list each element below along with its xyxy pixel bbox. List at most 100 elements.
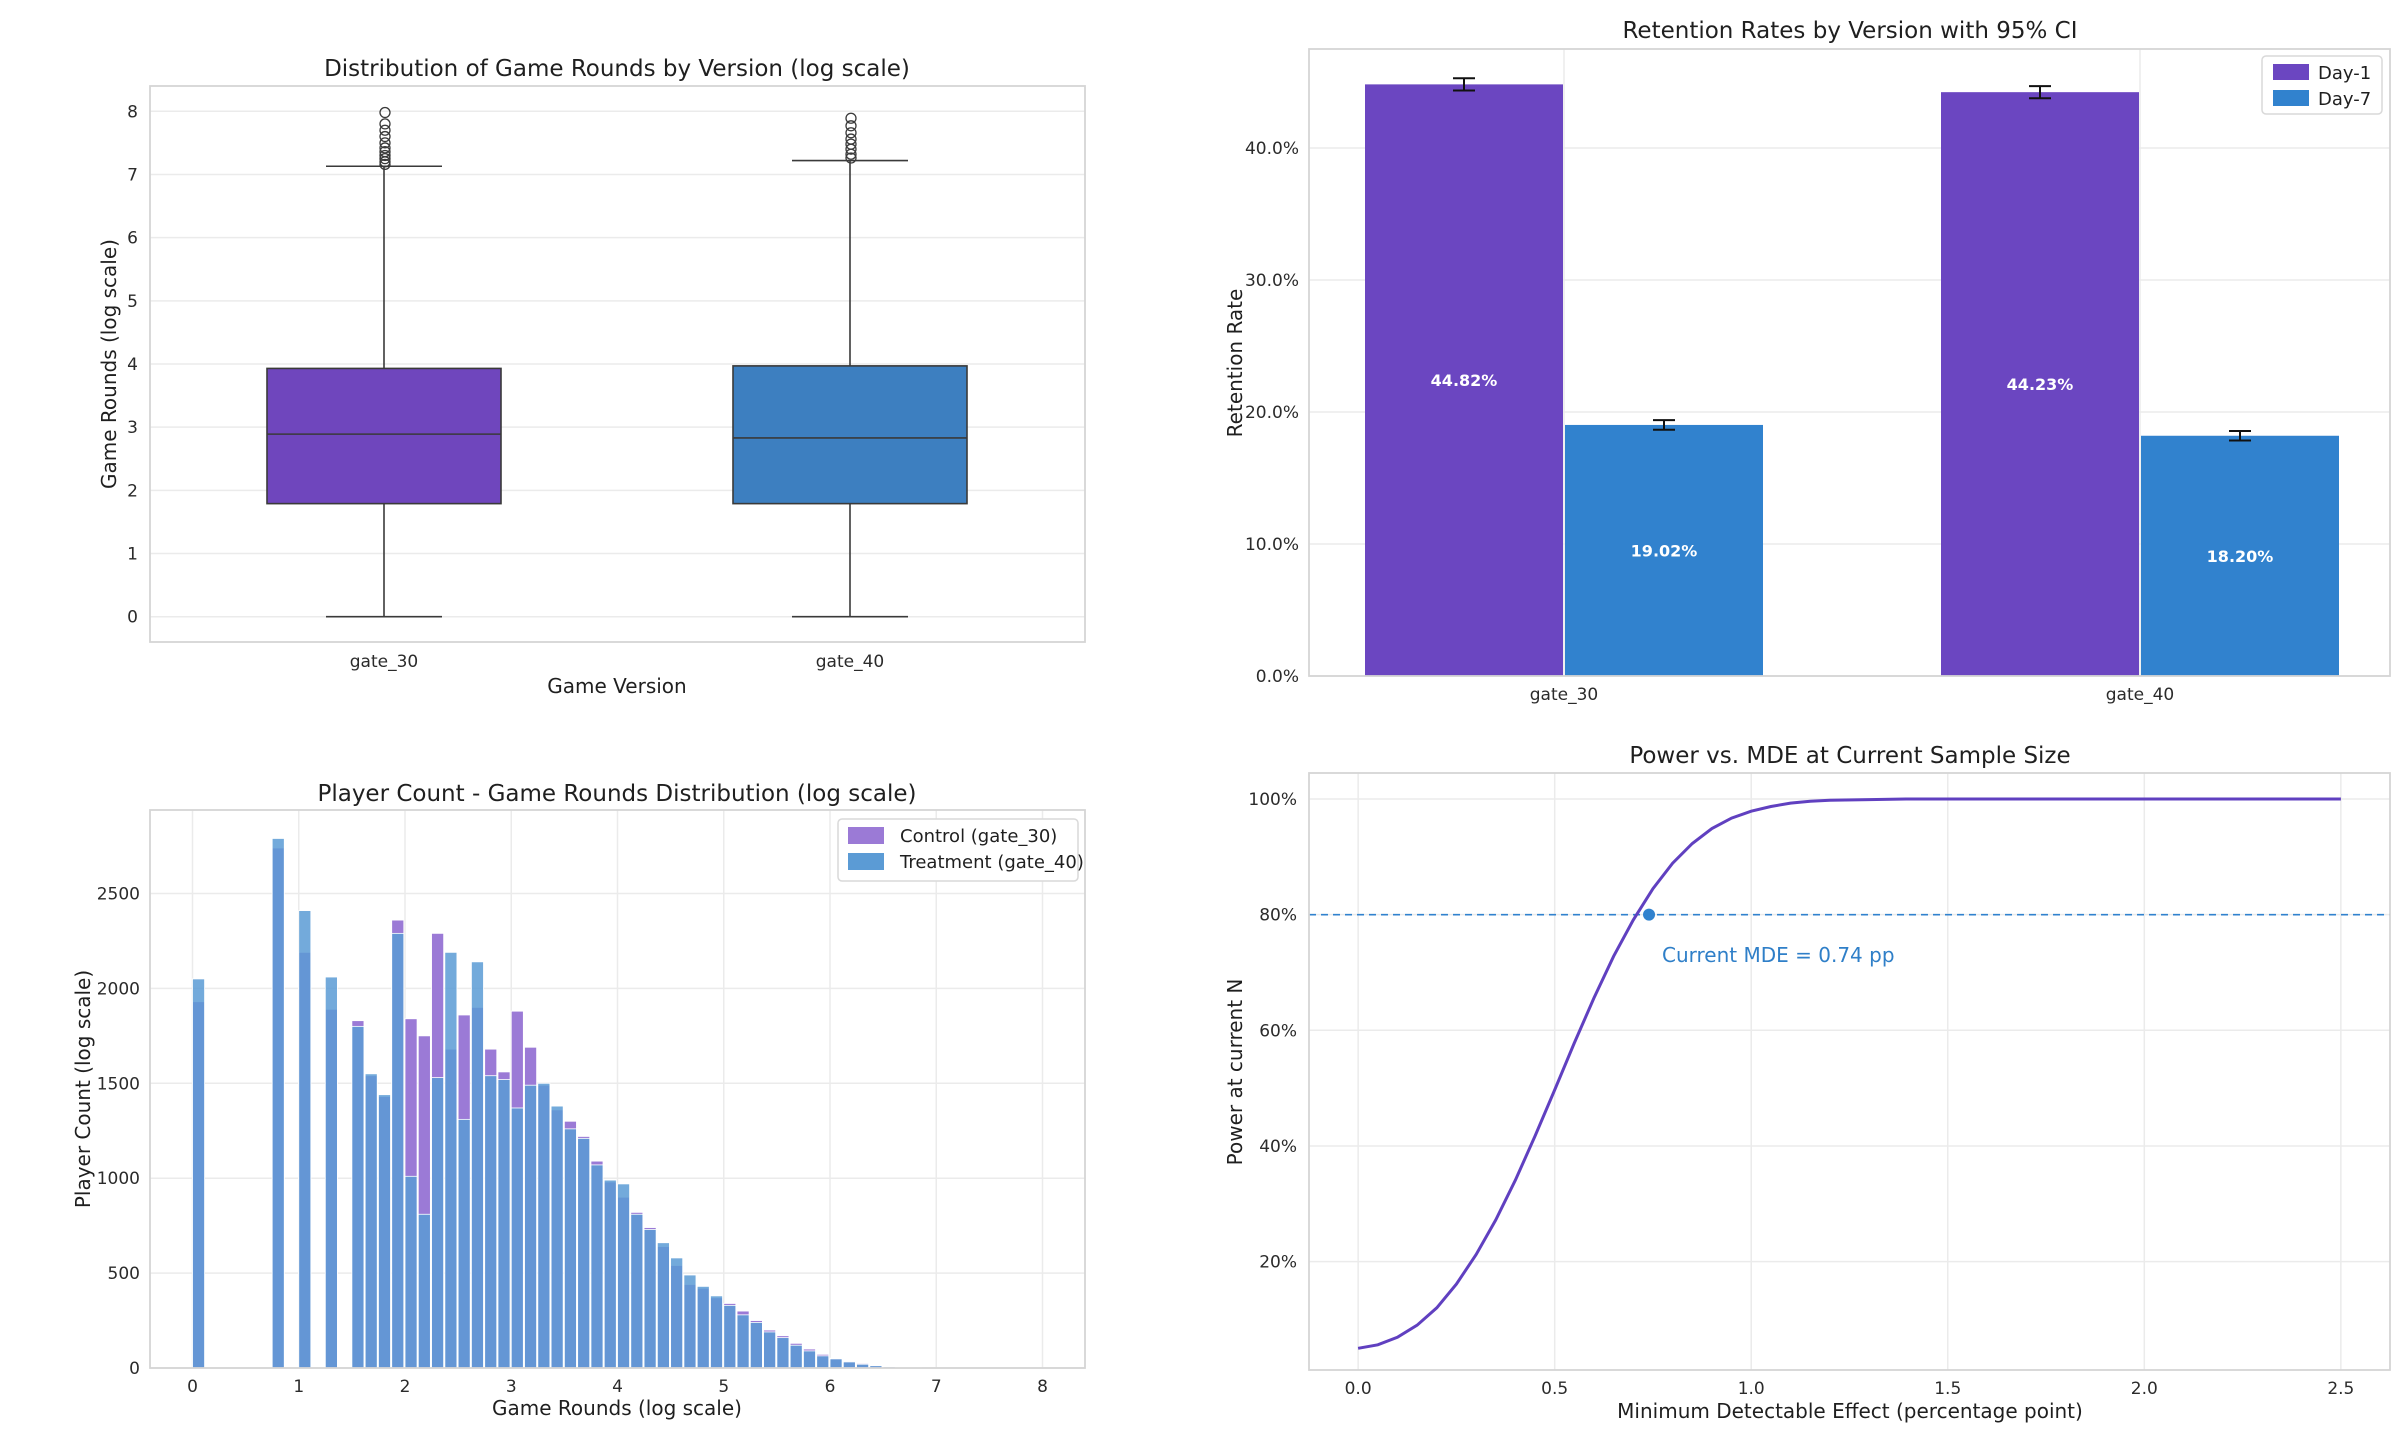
power-frame <box>1308 772 2391 1371</box>
boxplot-boxes <box>266 106 968 618</box>
histogram-bar <box>271 838 285 1369</box>
legend-label-control: Control (gate_30) <box>900 826 1057 847</box>
histogram-bar <box>643 1229 657 1369</box>
retention-x-tick-label: gate_30 <box>1530 685 1598 705</box>
retention-bar <box>2141 435 2339 676</box>
histogram-bar <box>444 951 458 1369</box>
power-x-tick-label: 0.0 <box>1345 1379 1372 1399</box>
histogram-bar <box>656 1242 670 1369</box>
histogram-x-tick-label: 0 <box>187 1377 198 1397</box>
histogram-bar <box>364 1073 378 1369</box>
retention-bar <box>1365 84 1563 677</box>
histogram-bar <box>497 1079 511 1369</box>
boxplot-title: Distribution of Game Rounds by Version (… <box>324 56 910 82</box>
power-y-tick-label: 100% <box>1248 790 1297 810</box>
power-x-tick-label: 1.5 <box>1934 1379 1961 1399</box>
box-outlier-point <box>845 120 857 132</box>
box-outlier-point <box>379 124 391 136</box>
histogram-x-tick-label: 2 <box>400 1377 411 1397</box>
box-outlier-point <box>379 130 391 143</box>
power-title: Power vs. MDE at Current Sample Size <box>1629 743 2070 769</box>
power-y-tick-label: 80% <box>1259 906 1297 926</box>
legend-label-day7: Day-7 <box>2318 89 2371 110</box>
histogram-bar <box>563 1128 577 1369</box>
histogram-panel: 0 500 1000 1500 2000 2500 0 1 2 3 4 5 6 7 8 Player Co… <box>71 781 1086 1420</box>
histogram-bar <box>776 1337 790 1369</box>
boxplot-y-label: Game Rounds (log scale) <box>97 239 121 489</box>
legend-label-day1: Day-1 <box>2318 63 2371 84</box>
histogram-y-tick-label: 1500 <box>97 1074 140 1094</box>
boxplot-y-tick-label: 3 <box>127 418 138 438</box>
retention-bar-value-label: 44.82% <box>1431 371 1498 390</box>
retention-bar-value-label: 18.20% <box>2207 547 2274 566</box>
histogram-x-label: Game Rounds (log scale) <box>492 1396 742 1420</box>
histogram-title: Player Count - Game Rounds Distribution … <box>317 781 916 807</box>
box-outlier-point <box>379 137 391 149</box>
histogram-bar <box>816 1355 830 1369</box>
box-outlier-point <box>845 112 857 124</box>
histogram-x-tick-label: 1 <box>293 1377 304 1397</box>
histogram-bar <box>789 1344 803 1369</box>
histogram-series-treatment <box>192 838 936 1369</box>
legend-label-treatment: Treatment (gate_40) <box>899 852 1084 873</box>
histogram-x-tick-label: 7 <box>931 1377 942 1397</box>
histogram-bar <box>298 910 312 1369</box>
histogram-x-tick-label: 5 <box>718 1377 729 1397</box>
boxplot-y-tick-label: 2 <box>127 481 138 501</box>
power-annotation: Current MDE = 0.74 pp <box>1662 943 1895 967</box>
histogram-bars <box>192 838 936 1369</box>
histogram-bar <box>803 1350 816 1369</box>
histogram-bar <box>537 1082 551 1369</box>
retention-x-tick-label: gate_40 <box>2106 685 2174 705</box>
histogram-y-label: Player Count (log scale) <box>71 970 95 1208</box>
power-y-ticks: 20% 40% 60% 80% 100% <box>1248 790 1297 1273</box>
box-outlier-point <box>379 118 391 130</box>
histogram-bar <box>471 961 484 1369</box>
histogram-x-ticks: 0 1 2 3 4 5 6 7 8 <box>187 1377 1048 1397</box>
retention-bar <box>1941 92 2139 676</box>
boxplot-y-ticks: 0 1 2 3 4 5 6 7 8 <box>127 102 138 627</box>
current-mde-marker <box>1643 908 1656 921</box>
boxplot-x-label: Game Version <box>547 674 686 698</box>
box-outlier-point <box>845 152 857 164</box>
histogram-bar <box>603 1179 617 1369</box>
retention-bar <box>1565 424 1763 676</box>
power-gridlines <box>1309 773 2390 1370</box>
boxplot-y-tick-label: 5 <box>127 292 138 312</box>
box-iqr <box>266 367 502 505</box>
histogram-x-tick-label: 4 <box>612 1377 623 1397</box>
boxplot-x-ticks: gate_30 gate_40 <box>350 652 884 672</box>
histogram-y-ticks: 0 500 1000 1500 2000 2500 <box>97 885 140 1379</box>
boxplot-y-tick-label: 6 <box>127 229 138 249</box>
retention-bar-value-label: 19.02% <box>1631 541 1698 560</box>
histogram-bar <box>550 1105 564 1369</box>
histogram-x-tick-label: 3 <box>506 1377 517 1397</box>
histogram-bar <box>723 1304 737 1369</box>
boxplot-y-tick-label: 0 <box>127 608 138 628</box>
histogram-y-tick-label: 1000 <box>97 1169 140 1189</box>
boxplot-x-tick-label: gate_40 <box>816 652 884 672</box>
retention-y-tick-label: 30.0% <box>1245 271 1299 291</box>
retention-y-tick-label: 40.0% <box>1245 139 1299 159</box>
legend-swatch-treatment <box>848 853 884 870</box>
boxplot-panel: 0 1 2 3 4 5 6 7 8 gate_30 gate_40 Distribution of… <box>97 56 1086 698</box>
histogram-y-tick-label: 2000 <box>97 979 140 999</box>
histogram-bar <box>378 1094 391 1369</box>
retention-y-tick-label: 0.0% <box>1256 667 1299 687</box>
bar-day-1-gate_40: 44.23% <box>1941 85 2139 676</box>
boxplot-y-tick-label: 1 <box>127 545 138 565</box>
box-outlier-point <box>379 146 391 158</box>
boxplot-y-tick-label: 7 <box>127 165 138 185</box>
histogram-frame <box>149 809 1086 1369</box>
histogram-bar <box>683 1274 697 1369</box>
histogram-y-tick-label: 0 <box>129 1359 140 1379</box>
histogram-y-tick-label: 2500 <box>97 885 140 905</box>
histogram-bar <box>842 1361 856 1369</box>
power-x-tick-label: 2.5 <box>2327 1379 2354 1399</box>
boxplot-x-tick-label: gate_30 <box>350 652 418 672</box>
power-x-label: Minimum Detectable Effect (percentage po… <box>1617 1399 2083 1423</box>
histogram-bar <box>417 1213 431 1369</box>
histogram-x-tick-label: 8 <box>1037 1377 1048 1397</box>
boxplot-frame <box>149 85 1086 643</box>
